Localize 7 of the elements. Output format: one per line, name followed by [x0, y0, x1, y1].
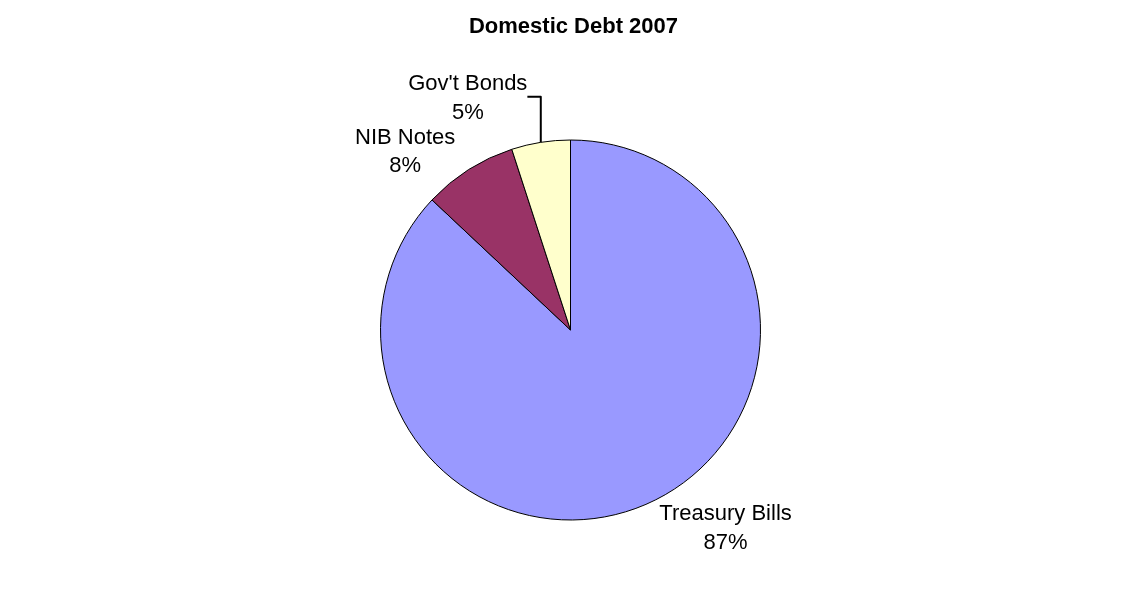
- data-label: 8%: [389, 152, 422, 178]
- slice-label: Treasury Bills: [659, 500, 792, 526]
- data-label: 87%: [703, 528, 748, 554]
- data-label: 5%: [451, 98, 484, 124]
- slice-label: NIB Notes: [355, 123, 456, 149]
- slice-label: Gov't Bonds: [408, 70, 528, 96]
- chart-title: Domestic Debt 2007: [468, 13, 679, 39]
